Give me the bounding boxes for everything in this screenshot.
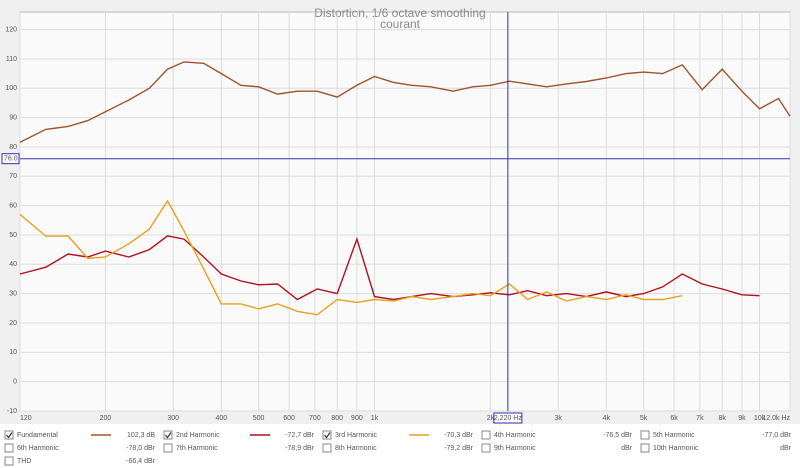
y-tick-label: -10 xyxy=(7,408,17,415)
y-tick-label: 100 xyxy=(5,85,17,92)
legend-reading: -72,7 dBr xyxy=(285,432,314,439)
legend-name: THD xyxy=(17,458,31,465)
y-tick-label: 50 xyxy=(9,232,17,239)
x-tick-label: 300 xyxy=(167,415,179,422)
legend-reading: -78,9 dBr xyxy=(285,445,314,452)
legend-name: Fundamental xyxy=(17,432,58,439)
plot-area xyxy=(19,11,791,412)
y-tick-label: 90 xyxy=(9,114,17,121)
legend-name: 6th Harmonic xyxy=(17,445,59,452)
legend-checkbox[interactable] xyxy=(481,430,491,440)
x-tick-label: 9k xyxy=(738,415,746,422)
y-tick-label: 110 xyxy=(6,56,17,63)
x-tick-label: 700 xyxy=(309,415,321,422)
legend-checkbox[interactable] xyxy=(163,443,173,453)
x-tick-label: 10k xyxy=(754,415,766,422)
legend-name: 9th Harmonic xyxy=(494,445,536,452)
cursor-label: 76.0 xyxy=(4,156,18,163)
legend-checkbox[interactable] xyxy=(4,456,14,466)
x-tick-label: 120 xyxy=(20,415,32,422)
legend-reading: -70,3 dBr xyxy=(444,432,473,439)
x-tick-label: 600 xyxy=(283,415,295,422)
x-tick-label: 400 xyxy=(215,415,227,422)
legend-reading: -66,4 dBr xyxy=(126,458,155,465)
legend-reading: 102,3 dB xyxy=(127,432,155,439)
series-line xyxy=(19,235,760,301)
y-tick-label: 10 xyxy=(9,349,17,356)
x-tick-label: 7k xyxy=(696,415,704,422)
legend-checkbox[interactable] xyxy=(322,443,332,453)
x-tick-label: 200 xyxy=(100,415,112,422)
legend-checkbox[interactable] xyxy=(481,443,491,453)
y-tick-label: 0 xyxy=(13,379,17,386)
legend-checkbox[interactable] xyxy=(322,430,332,440)
x-tick-label: 900 xyxy=(351,415,363,422)
legend-name: 8th Harmonic xyxy=(335,445,377,452)
y-tick-label: 20 xyxy=(9,320,17,327)
legend-checkbox[interactable] xyxy=(163,430,173,440)
y-tick-label: 120 xyxy=(5,26,17,33)
cursor-label-box xyxy=(1,153,20,165)
legend-name: 7th Harmonic xyxy=(176,445,218,452)
y-tick-label: 40 xyxy=(9,261,17,268)
x-tick-label: 8k xyxy=(719,415,727,422)
legend-panel xyxy=(0,424,800,468)
legend-reading: dBr xyxy=(780,445,792,452)
legend-checkbox[interactable] xyxy=(4,443,14,453)
x-tick-label: 12.0k Hz xyxy=(762,415,790,422)
x-tick-label: 800 xyxy=(331,415,343,422)
x-tick-label: 3k xyxy=(555,415,563,422)
x-tick-label: 2k xyxy=(487,415,495,422)
x-tick-label: 1k xyxy=(371,415,379,422)
y-tick-label: 60 xyxy=(9,202,17,209)
y-tick-label: 80 xyxy=(9,144,17,151)
x-tick-label: 6k xyxy=(670,415,678,422)
series-line xyxy=(19,199,683,316)
x-tick-label: 4k xyxy=(603,415,611,422)
legend-reading: -77,0 dBr xyxy=(762,432,791,439)
legend-checkmark xyxy=(6,432,13,439)
x-tick-label: 500 xyxy=(253,415,265,422)
cursor-label-box xyxy=(493,412,523,424)
cursor-label: 2,220 Hz xyxy=(494,415,523,422)
legend-reading: dBr xyxy=(621,445,633,452)
legend-checkbox[interactable] xyxy=(4,430,14,440)
y-tick-label: 70 xyxy=(9,173,17,180)
legend-name: 3rd Harmonic xyxy=(335,432,378,439)
legend-reading: -78,0 dBr xyxy=(126,445,155,452)
legend-reading: -79,2 dBr xyxy=(444,445,473,452)
legend-checkmark xyxy=(324,432,331,439)
legend-checkmark xyxy=(165,432,172,439)
y-tick-label: 30 xyxy=(9,290,17,297)
legend-name: 10th Harmonic xyxy=(653,445,699,452)
legend-name: 5th Harmonic xyxy=(653,432,695,439)
legend-reading: -76,5 dBr xyxy=(603,432,632,439)
x-tick-label: 5k xyxy=(640,415,648,422)
legend-checkbox[interactable] xyxy=(640,443,650,453)
legend-name: 2nd Harmonic xyxy=(176,432,220,439)
legend-name: 4th Harmonic xyxy=(494,432,536,439)
series-line xyxy=(19,61,791,143)
legend-checkbox[interactable] xyxy=(640,430,650,440)
chart-subtitle: courant xyxy=(380,17,421,31)
